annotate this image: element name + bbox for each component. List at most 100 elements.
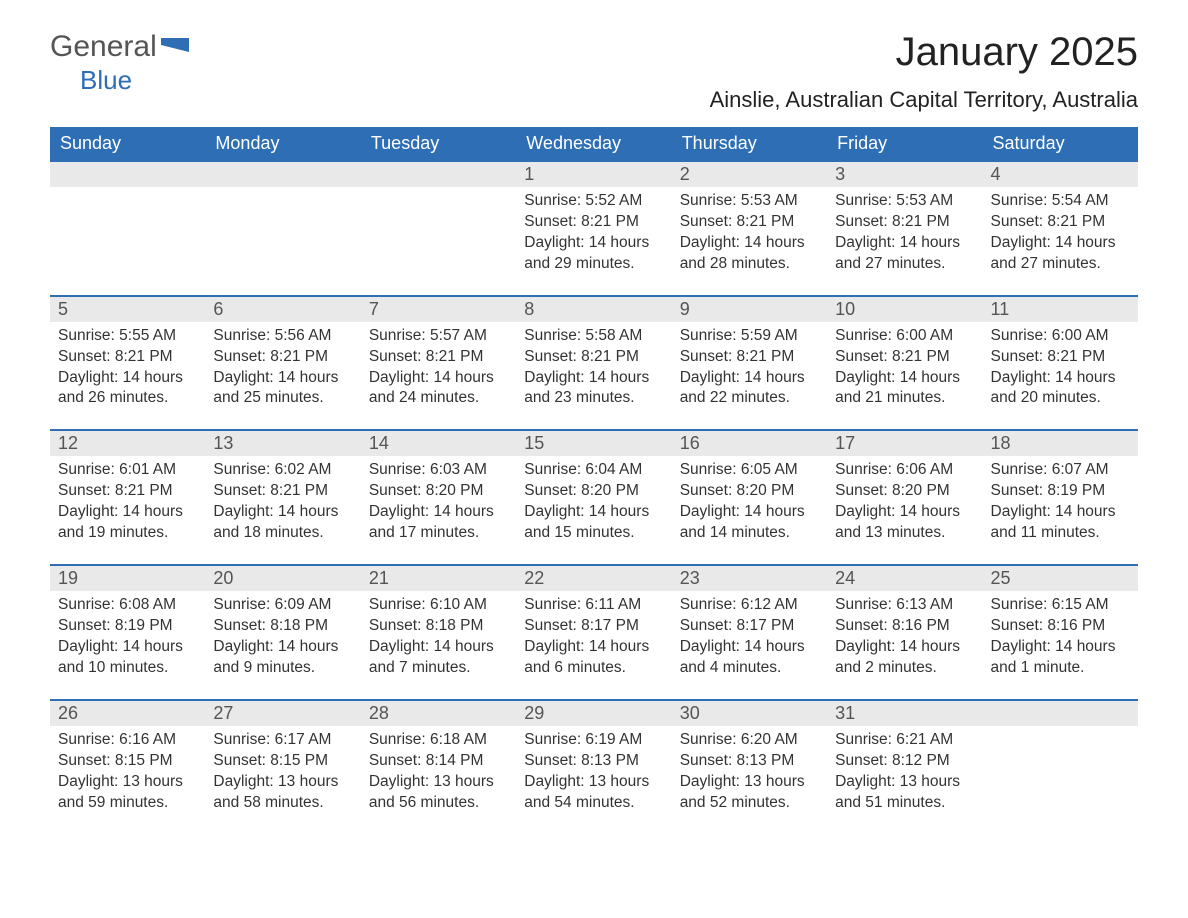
header: General Blue January 2025 Ainslie, Austr… (50, 30, 1138, 113)
calendar-cell: 21Sunrise: 6:10 AMSunset: 8:18 PMDayligh… (361, 565, 516, 700)
calendar-cell (361, 161, 516, 296)
calendar-cell: 20Sunrise: 6:09 AMSunset: 8:18 PMDayligh… (205, 565, 360, 700)
day-details: Sunrise: 6:04 AMSunset: 8:20 PMDaylight:… (516, 456, 671, 564)
day-details: Sunrise: 6:08 AMSunset: 8:19 PMDaylight:… (50, 591, 205, 699)
day-details: Sunrise: 6:03 AMSunset: 8:20 PMDaylight:… (361, 456, 516, 564)
day-number: 9 (672, 297, 827, 322)
day-number: 29 (516, 701, 671, 726)
day-details: Sunrise: 6:15 AMSunset: 8:16 PMDaylight:… (983, 591, 1138, 699)
calendar-cell: 24Sunrise: 6:13 AMSunset: 8:16 PMDayligh… (827, 565, 982, 700)
day-details: Sunrise: 6:17 AMSunset: 8:15 PMDaylight:… (205, 726, 360, 834)
calendar-cell: 14Sunrise: 6:03 AMSunset: 8:20 PMDayligh… (361, 430, 516, 565)
weekday-header: Saturday (983, 127, 1138, 161)
day-details: Sunrise: 5:53 AMSunset: 8:21 PMDaylight:… (672, 187, 827, 295)
weekday-header: Friday (827, 127, 982, 161)
weekday-header: Wednesday (516, 127, 671, 161)
day-number: 14 (361, 431, 516, 456)
calendar-cell: 9Sunrise: 5:59 AMSunset: 8:21 PMDaylight… (672, 296, 827, 431)
day-number: 13 (205, 431, 360, 456)
weekday-header: Sunday (50, 127, 205, 161)
day-number: 20 (205, 566, 360, 591)
day-number: 5 (50, 297, 205, 322)
calendar-cell: 11Sunrise: 6:00 AMSunset: 8:21 PMDayligh… (983, 296, 1138, 431)
day-number: 28 (361, 701, 516, 726)
logo-word-2: Blue (80, 65, 189, 96)
calendar-cell: 27Sunrise: 6:17 AMSunset: 8:15 PMDayligh… (205, 700, 360, 834)
calendar-cell: 10Sunrise: 6:00 AMSunset: 8:21 PMDayligh… (827, 296, 982, 431)
day-number (983, 701, 1138, 726)
day-details: Sunrise: 5:56 AMSunset: 8:21 PMDaylight:… (205, 322, 360, 430)
calendar-cell: 25Sunrise: 6:15 AMSunset: 8:16 PMDayligh… (983, 565, 1138, 700)
day-number: 11 (983, 297, 1138, 322)
day-number: 25 (983, 566, 1138, 591)
day-number: 10 (827, 297, 982, 322)
calendar-cell: 28Sunrise: 6:18 AMSunset: 8:14 PMDayligh… (361, 700, 516, 834)
calendar-cell (983, 700, 1138, 834)
calendar-head: SundayMondayTuesdayWednesdayThursdayFrid… (50, 127, 1138, 161)
calendar-cell: 2Sunrise: 5:53 AMSunset: 8:21 PMDaylight… (672, 161, 827, 296)
calendar-cell: 4Sunrise: 5:54 AMSunset: 8:21 PMDaylight… (983, 161, 1138, 296)
calendar-cell: 29Sunrise: 6:19 AMSunset: 8:13 PMDayligh… (516, 700, 671, 834)
day-details: Sunrise: 6:00 AMSunset: 8:21 PMDaylight:… (827, 322, 982, 430)
calendar-cell: 15Sunrise: 6:04 AMSunset: 8:20 PMDayligh… (516, 430, 671, 565)
day-details: Sunrise: 6:07 AMSunset: 8:19 PMDaylight:… (983, 456, 1138, 564)
calendar-body: 1Sunrise: 5:52 AMSunset: 8:21 PMDaylight… (50, 161, 1138, 833)
calendar-table: SundayMondayTuesdayWednesdayThursdayFrid… (50, 127, 1138, 833)
day-number: 2 (672, 162, 827, 187)
calendar-cell: 12Sunrise: 6:01 AMSunset: 8:21 PMDayligh… (50, 430, 205, 565)
day-details: Sunrise: 6:13 AMSunset: 8:16 PMDaylight:… (827, 591, 982, 699)
day-number: 3 (827, 162, 982, 187)
calendar-cell: 6Sunrise: 5:56 AMSunset: 8:21 PMDaylight… (205, 296, 360, 431)
day-details (983, 726, 1138, 821)
day-details: Sunrise: 6:16 AMSunset: 8:15 PMDaylight:… (50, 726, 205, 834)
day-details: Sunrise: 5:54 AMSunset: 8:21 PMDaylight:… (983, 187, 1138, 295)
day-number: 4 (983, 162, 1138, 187)
day-number: 30 (672, 701, 827, 726)
month-title: January 2025 (710, 30, 1138, 75)
day-details: Sunrise: 6:06 AMSunset: 8:20 PMDaylight:… (827, 456, 982, 564)
day-details: Sunrise: 5:59 AMSunset: 8:21 PMDaylight:… (672, 322, 827, 430)
day-details: Sunrise: 6:00 AMSunset: 8:21 PMDaylight:… (983, 322, 1138, 430)
day-number: 24 (827, 566, 982, 591)
day-details: Sunrise: 6:09 AMSunset: 8:18 PMDaylight:… (205, 591, 360, 699)
day-details: Sunrise: 5:52 AMSunset: 8:21 PMDaylight:… (516, 187, 671, 295)
location-subtitle: Ainslie, Australian Capital Territory, A… (710, 87, 1138, 113)
day-details: Sunrise: 6:10 AMSunset: 8:18 PMDaylight:… (361, 591, 516, 699)
weekday-header: Monday (205, 127, 360, 161)
day-number: 18 (983, 431, 1138, 456)
calendar-cell: 8Sunrise: 5:58 AMSunset: 8:21 PMDaylight… (516, 296, 671, 431)
day-details: Sunrise: 5:58 AMSunset: 8:21 PMDaylight:… (516, 322, 671, 430)
calendar-cell: 16Sunrise: 6:05 AMSunset: 8:20 PMDayligh… (672, 430, 827, 565)
day-number: 31 (827, 701, 982, 726)
calendar-cell (205, 161, 360, 296)
flag-icon (161, 38, 189, 65)
day-details (361, 187, 516, 282)
title-block: January 2025 Ainslie, Australian Capital… (710, 30, 1138, 113)
day-number: 12 (50, 431, 205, 456)
day-number (361, 162, 516, 187)
day-details: Sunrise: 5:57 AMSunset: 8:21 PMDaylight:… (361, 322, 516, 430)
logo: General Blue (50, 30, 189, 96)
day-number: 21 (361, 566, 516, 591)
calendar-cell: 31Sunrise: 6:21 AMSunset: 8:12 PMDayligh… (827, 700, 982, 834)
calendar-cell: 19Sunrise: 6:08 AMSunset: 8:19 PMDayligh… (50, 565, 205, 700)
day-number: 16 (672, 431, 827, 456)
day-number (50, 162, 205, 187)
day-number: 1 (516, 162, 671, 187)
day-details: Sunrise: 6:11 AMSunset: 8:17 PMDaylight:… (516, 591, 671, 699)
day-number: 27 (205, 701, 360, 726)
day-details: Sunrise: 6:02 AMSunset: 8:21 PMDaylight:… (205, 456, 360, 564)
day-number: 15 (516, 431, 671, 456)
day-details: Sunrise: 5:55 AMSunset: 8:21 PMDaylight:… (50, 322, 205, 430)
calendar-cell: 13Sunrise: 6:02 AMSunset: 8:21 PMDayligh… (205, 430, 360, 565)
calendar-cell: 1Sunrise: 5:52 AMSunset: 8:21 PMDaylight… (516, 161, 671, 296)
weekday-header: Tuesday (361, 127, 516, 161)
day-number: 23 (672, 566, 827, 591)
day-details: Sunrise: 5:53 AMSunset: 8:21 PMDaylight:… (827, 187, 982, 295)
day-details: Sunrise: 6:20 AMSunset: 8:13 PMDaylight:… (672, 726, 827, 834)
calendar-cell: 17Sunrise: 6:06 AMSunset: 8:20 PMDayligh… (827, 430, 982, 565)
logo-word-1: General (50, 30, 157, 63)
day-number: 8 (516, 297, 671, 322)
day-number: 7 (361, 297, 516, 322)
day-number: 22 (516, 566, 671, 591)
